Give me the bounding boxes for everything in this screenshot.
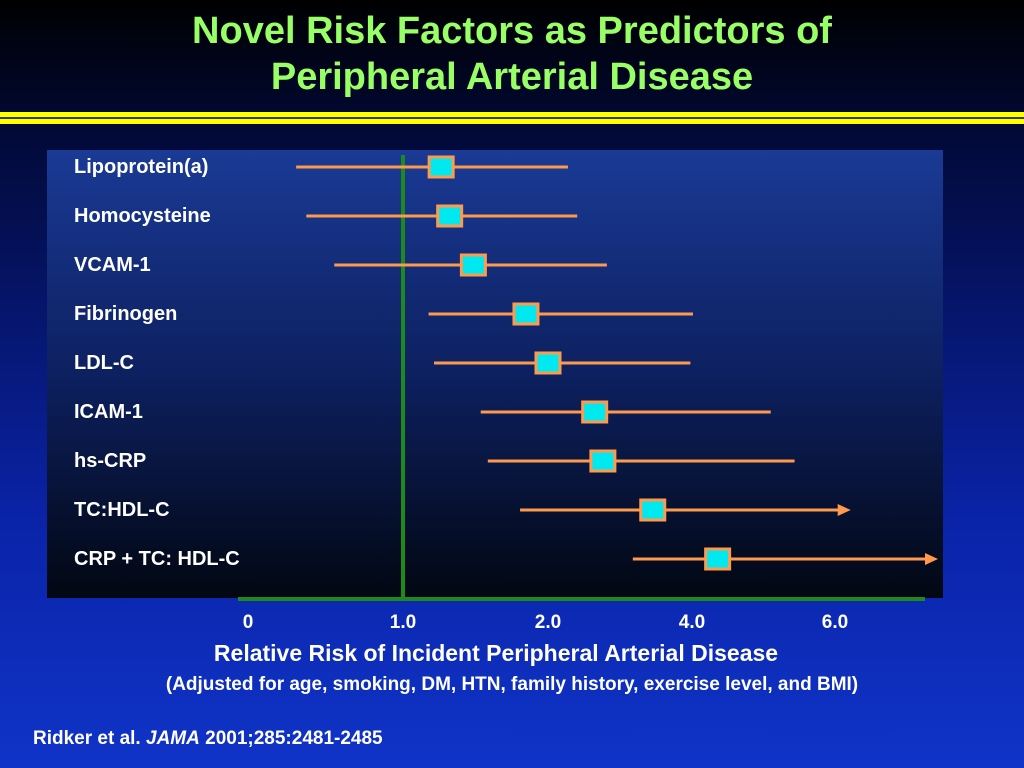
point-estimate-marker [512, 302, 540, 326]
citation-authors: Ridker et al. [33, 728, 141, 749]
point-estimate-marker [459, 253, 487, 277]
point-estimate-marker [704, 547, 732, 571]
point-estimate-marker [427, 155, 455, 179]
point-estimate-marker [639, 498, 667, 522]
title-line-1: Novel Risk Factors as Predictors of [192, 10, 832, 52]
citation-details: 2001;285:2481-2485 [205, 728, 383, 749]
row-label: Homocysteine [74, 205, 211, 227]
row-label: LDL-C [74, 352, 134, 374]
row-label: CRP + TC: HDL-C [74, 548, 240, 570]
slide-title: Novel Risk Factors as Predictors of Peri… [0, 8, 1024, 100]
x-tick-label: 4.0 [678, 612, 706, 633]
point-estimate-marker [436, 204, 464, 228]
citation-journal: JAMA [146, 728, 200, 749]
x-axis-label: Relative Risk of Incident Peripheral Art… [213, 640, 779, 666]
chart-panel [47, 150, 943, 598]
ci-arrow [837, 504, 851, 516]
x-tick-label: 6.0 [821, 612, 849, 633]
x-tick-label: 0 [242, 612, 254, 633]
x-tick-label: 2.0 [534, 612, 562, 633]
row-label: Lipoprotein(a) [74, 156, 209, 178]
row-label: VCAM-1 [74, 254, 151, 276]
x-tick-label: 1.0 [389, 612, 417, 633]
citation: Ridker et al. JAMA 2001;285:2481-2485 [33, 728, 383, 750]
point-estimate-marker [581, 400, 609, 424]
row-label: ICAM-1 [74, 401, 143, 423]
ci-arrow [925, 553, 938, 565]
x-axis-subtitle: (Adjusted for age, smoking, DM, HTN, fam… [165, 674, 859, 695]
point-estimate-marker [534, 351, 562, 375]
title-line-2: Peripheral Arterial Disease [270, 56, 754, 98]
point-estimate-marker [589, 449, 617, 473]
title-divider-inner [0, 117, 1024, 119]
row-label: TC:HDL-C [74, 499, 170, 521]
row-label: hs-CRP [74, 450, 147, 472]
row-label: Fibrinogen [74, 303, 178, 325]
